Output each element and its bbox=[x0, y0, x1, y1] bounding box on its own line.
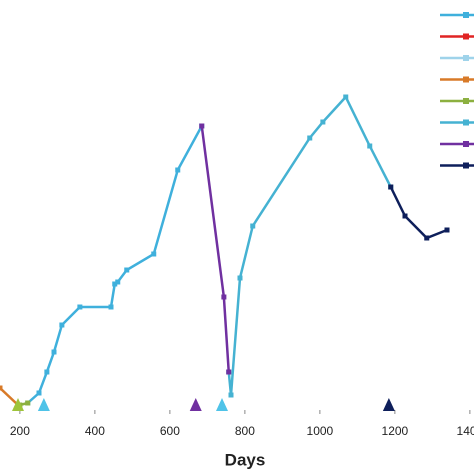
x-tick-label: 1400 bbox=[457, 424, 474, 438]
point bbox=[226, 369, 232, 375]
event-marker bbox=[37, 398, 50, 411]
point bbox=[115, 279, 121, 285]
event-marker bbox=[12, 398, 24, 411]
point bbox=[44, 369, 50, 375]
legend-marker bbox=[463, 119, 469, 126]
legend-marker bbox=[463, 33, 469, 40]
x-tick-label: 1000 bbox=[307, 424, 334, 438]
x-tick-label: 600 bbox=[160, 424, 180, 438]
point bbox=[36, 390, 42, 396]
x-tick-label: 200 bbox=[10, 424, 30, 438]
x-axis-title: Days bbox=[225, 450, 266, 469]
point bbox=[343, 94, 349, 100]
x-tick-label: 800 bbox=[235, 424, 255, 438]
event-marker bbox=[382, 398, 395, 411]
point bbox=[175, 167, 181, 173]
point bbox=[77, 304, 83, 310]
point bbox=[307, 135, 313, 141]
point bbox=[112, 281, 118, 287]
point bbox=[237, 275, 243, 281]
legend-marker bbox=[463, 162, 469, 169]
event-marker bbox=[216, 398, 228, 411]
legend-marker bbox=[463, 141, 469, 147]
point bbox=[0, 385, 3, 391]
legend-marker bbox=[463, 98, 469, 104]
x-tick-label: 400 bbox=[85, 424, 105, 438]
legend-marker bbox=[463, 76, 469, 83]
point bbox=[228, 392, 234, 398]
event-marker bbox=[189, 398, 202, 411]
point bbox=[320, 119, 326, 125]
point bbox=[402, 213, 408, 219]
point bbox=[124, 267, 130, 273]
point bbox=[59, 322, 65, 328]
series-line bbox=[0, 387, 19, 406]
point bbox=[151, 251, 157, 257]
legend-marker bbox=[463, 12, 469, 18]
series-line bbox=[200, 125, 230, 373]
point bbox=[388, 184, 394, 190]
point bbox=[250, 223, 256, 229]
point bbox=[424, 235, 430, 241]
series-line bbox=[227, 94, 392, 396]
series-line bbox=[389, 186, 448, 240]
point bbox=[51, 349, 57, 355]
point bbox=[444, 227, 450, 233]
point bbox=[221, 294, 227, 300]
x-tick-label: 1200 bbox=[382, 424, 409, 438]
point bbox=[25, 400, 31, 406]
legend-marker bbox=[463, 55, 469, 61]
point bbox=[108, 304, 114, 310]
point bbox=[199, 123, 205, 129]
point bbox=[367, 143, 373, 149]
